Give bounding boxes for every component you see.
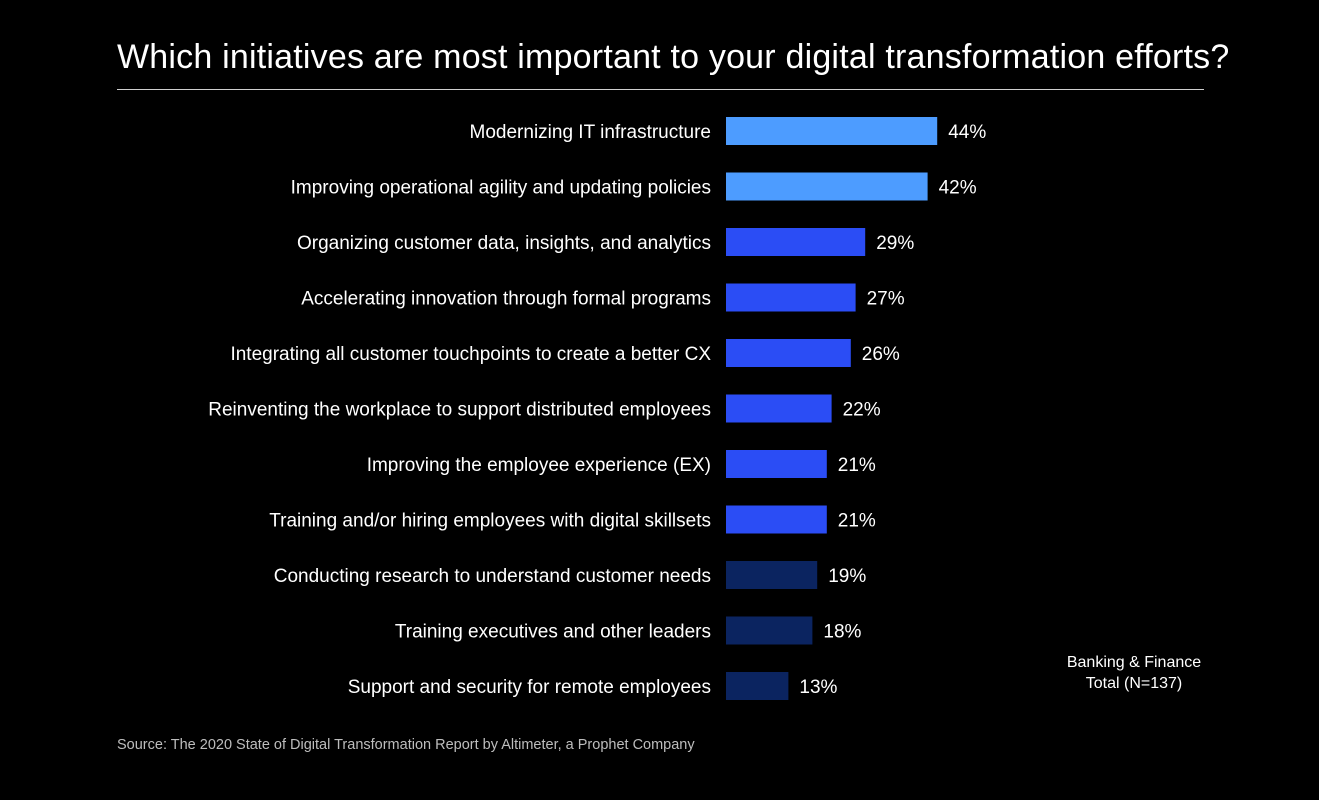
value-label: 18% (823, 622, 861, 643)
value-label: 22% (843, 400, 881, 421)
category-label: Integrating all customer touchpoints to … (230, 344, 711, 365)
category-label: Improving operational agility and updati… (291, 178, 711, 199)
category-label: Training executives and other leaders (395, 622, 711, 643)
sample-note-segment: Banking & Finance (1066, 654, 1202, 671)
value-label: 42% (939, 178, 977, 199)
source-note: Source: The 2020 State of Digital Transf… (117, 737, 695, 753)
bar (726, 616, 813, 645)
bar (726, 339, 851, 367)
bar (726, 450, 827, 478)
value-label: 13% (799, 677, 837, 698)
category-label: Training and/or hiring employees with di… (269, 511, 711, 532)
value-label: 21% (838, 455, 876, 476)
sample-note: Banking & Finance Total (N=137) (1034, 652, 1234, 694)
bar (726, 394, 832, 423)
category-label: Accelerating innovation through formal p… (301, 289, 711, 310)
value-label: 29% (876, 233, 914, 254)
value-label: 19% (828, 566, 866, 587)
bar (726, 172, 928, 201)
bar (726, 117, 938, 145)
chart-title: Which initiatives are most important to … (117, 38, 1230, 76)
category-label: Organizing customer data, insights, and … (297, 233, 711, 254)
bar (726, 672, 789, 700)
category-label: Modernizing IT infrastructure (470, 122, 711, 143)
value-label: 21% (838, 511, 876, 532)
sample-note-total: Total (N=137) (1085, 675, 1183, 692)
category-label: Conducting research to understand custom… (274, 566, 711, 587)
bar (726, 561, 818, 589)
title-divider (117, 89, 1204, 90)
value-label: 27% (867, 289, 905, 310)
value-label: 44% (948, 122, 986, 143)
bar (726, 228, 866, 256)
category-label: Reinventing the workplace to support dis… (208, 400, 711, 421)
category-label: Improving the employee experience (EX) (367, 455, 711, 476)
value-label: 26% (862, 344, 900, 365)
category-label: Support and security for remote employee… (348, 677, 711, 698)
bar (726, 283, 856, 312)
bar (726, 505, 827, 534)
